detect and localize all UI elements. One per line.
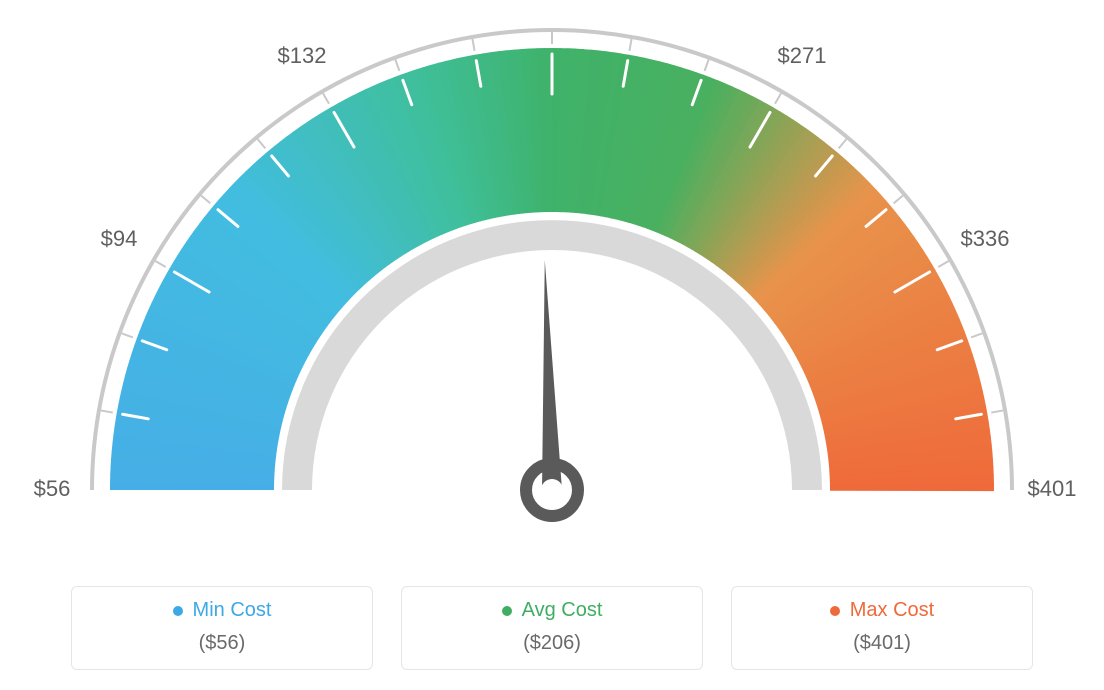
gauge-tick-label: $132: [278, 43, 327, 68]
legend-row: Min Cost ($56) Avg Cost ($206) Max Cost …: [0, 586, 1104, 670]
legend-dot-min: [173, 606, 183, 616]
legend-dot-avg: [502, 606, 512, 616]
gauge-tick-label: $271: [778, 43, 827, 68]
gauge-tick-label: $94: [101, 226, 138, 251]
legend-card-min: Min Cost ($56): [71, 586, 373, 670]
gauge-tick-label: $56: [34, 476, 71, 501]
gauge-tick-label: $206: [528, 0, 577, 1]
legend-card-avg: Avg Cost ($206): [401, 586, 703, 670]
legend-label-avg: Avg Cost: [522, 599, 603, 622]
gauge-tick-label: $336: [961, 226, 1010, 251]
legend-label-min: Min Cost: [193, 599, 272, 622]
legend-label-max: Max Cost: [850, 599, 934, 622]
legend-value-min: ($56): [72, 632, 372, 655]
legend-card-max: Max Cost ($401): [731, 586, 1033, 670]
legend-value-avg: ($206): [402, 632, 702, 655]
gauge-needle: [542, 260, 562, 490]
legend-dot-max: [830, 606, 840, 616]
gauge-tick-label: $401: [1028, 476, 1077, 501]
cost-gauge: $56 $94 $132 $206 $271 $336 $401: [0, 0, 1104, 560]
legend-value-max: ($401): [732, 632, 1032, 655]
